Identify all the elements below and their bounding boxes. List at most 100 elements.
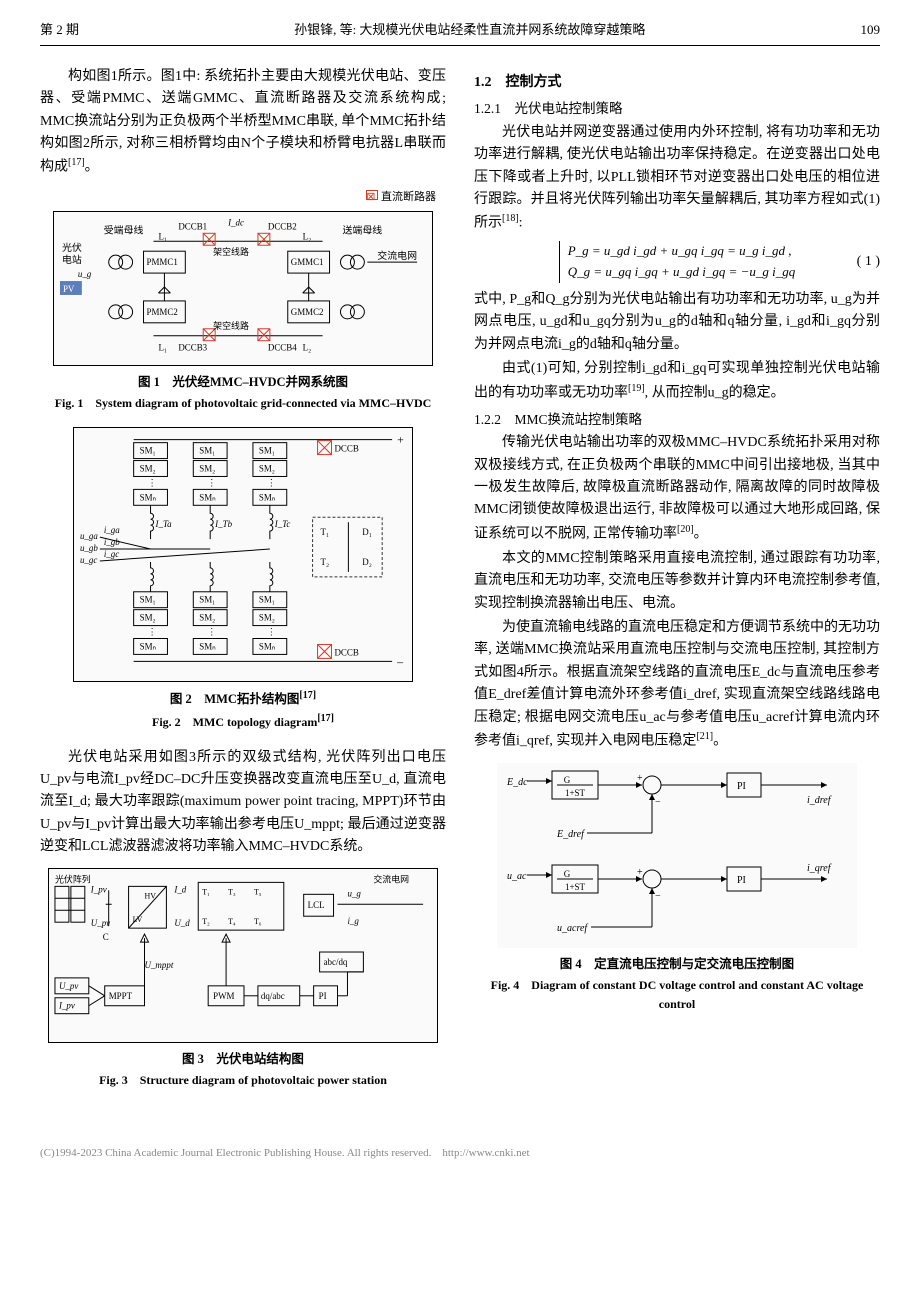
two-column-layout: 构如图1所示。图1中: 系统拓扑主要由大规模光伏电站、变压器、受端PMMC、送端… [40, 66, 880, 1105]
ref-18: [18] [502, 213, 519, 224]
svg-text:交流电网: 交流电网 [377, 249, 417, 262]
svg-text:PMMC2: PMMC2 [147, 307, 178, 317]
svg-text:L₂: L₂ [303, 343, 312, 353]
svg-text:i_dref: i_dref [807, 795, 832, 806]
running-title: 孙银锋, 等: 大规模光伏电站经柔性直流并网系统故障穿越策略 [294, 20, 645, 41]
equation-1: P_g = u_gd i_gd + u_gq i_gq = u_g i_gd ,… [474, 241, 880, 283]
svg-text:E_dc: E_dc [506, 777, 528, 788]
svg-text:PI: PI [319, 991, 327, 1001]
svg-text:−: − [655, 891, 661, 902]
svg-text:SMₙ: SMₙ [259, 493, 276, 503]
svg-text:I_Tb: I_Tb [214, 519, 232, 529]
fig2-diagram: SM₁ SM₂ SMₙ ⋮ SM₁ SM₂ SMₙ ⋮ SM₁ SM₂ SMₙ … [73, 427, 413, 682]
svg-text:SM₁: SM₁ [259, 446, 275, 456]
para-121-c: 由式(1)可知, 分别控制i_gd和i_gq可实现单独控制光伏电站输出的有功功率… [474, 358, 880, 404]
svg-text:u_g: u_g [347, 889, 361, 899]
fig2-caption-cn-text: 图 2 MMC拓扑结构图 [170, 692, 300, 706]
para-121-a: 光伏电站并网逆变器通过使用内外环控制, 将有功功率和无功功率进行解耦, 使光伏电… [474, 122, 880, 236]
fig2-caption-cn: 图 2 MMC拓扑结构图[17] [40, 688, 446, 709]
svg-text:光伏: 光伏 [62, 241, 82, 254]
svg-text:SM₂: SM₂ [199, 464, 215, 474]
sec-1-2-1: 1.2.1 光伏电站控制策略 [474, 98, 880, 120]
svg-text:T₃: T₃ [228, 888, 236, 897]
svg-text:架空线路: 架空线路 [213, 320, 249, 331]
svg-text:C: C [103, 933, 109, 943]
svg-text:PI: PI [737, 875, 746, 886]
fig4-caption-cn: 图 4 定直流电压控制与定交流电压控制图 [474, 954, 880, 974]
dccb-legend-icon: ⊠ [366, 190, 378, 200]
svg-text:dq/abc: dq/abc [261, 991, 285, 1001]
svg-text:D₂: D₂ [362, 557, 372, 567]
svg-text:L₂: L₂ [303, 231, 312, 241]
svg-text:i_g: i_g [347, 917, 359, 927]
svg-text:T₁: T₁ [321, 527, 330, 537]
svg-text:I_pv: I_pv [90, 885, 107, 895]
fig3-caption-cn: 图 3 光伏电站结构图 [40, 1049, 446, 1069]
bus-right-label: 送端母线 [342, 223, 382, 236]
svg-text:u_g: u_g [78, 269, 92, 279]
svg-text:PMMC1: PMMC1 [147, 257, 178, 267]
svg-text:T₄: T₄ [228, 918, 236, 927]
svg-text:LCL: LCL [308, 901, 325, 911]
ref-21: [21] [696, 731, 713, 742]
svg-text:MPPT: MPPT [109, 991, 133, 1001]
svg-text:L₁: L₁ [158, 231, 167, 241]
fig4-svg: E_dc G 1+ST + − E_dref PI i_dre [497, 763, 857, 948]
fig3-diagram: 光伏阵列 I_pv U_pv C HVLV I_d U_d T [48, 868, 438, 1043]
svg-text:L₁: L₁ [158, 343, 167, 353]
fig3-svg: 光伏阵列 I_pv U_pv C HVLV I_d U_d T [49, 868, 437, 1043]
bus-left-label: 受端母线 [104, 223, 144, 236]
svg-text:U_pv: U_pv [59, 981, 78, 991]
svg-text:G: G [564, 775, 571, 785]
fig2-caption-en-text: Fig. 2 MMC topology diagram [152, 715, 317, 729]
sec-1-2: 1.2 控制方式 [474, 72, 880, 94]
ref-17: [17] [68, 157, 85, 168]
svg-text:u_acref: u_acref [557, 923, 588, 934]
svg-text:SM₂: SM₂ [259, 613, 275, 623]
svg-text:I_d: I_d [173, 885, 186, 895]
figure-3: 光伏阵列 I_pv U_pv C HVLV I_d U_d T [40, 868, 446, 1090]
svg-text:i_gc: i_gc [104, 549, 119, 559]
svg-text:SMₙ: SMₙ [259, 642, 276, 652]
svg-text:⋮: ⋮ [267, 627, 276, 637]
svg-text:⋮: ⋮ [148, 478, 157, 488]
fig2-caption-en: Fig. 2 MMC topology diagram[17] [40, 711, 446, 732]
svg-text:T₂: T₂ [202, 918, 210, 927]
svg-text:PWM: PWM [213, 991, 234, 1001]
svg-text:i_ga: i_ga [104, 525, 120, 535]
svg-text:SM₁: SM₁ [199, 446, 215, 456]
svg-text:−: − [655, 797, 661, 808]
svg-text:T₅: T₅ [254, 888, 262, 897]
para-after-fig2: 光伏电站采用如图3所示的双级式结构, 光伏阵列出口电压U_pv与电流I_pv经D… [40, 747, 446, 859]
para-121-b: 式中, P_g和Q_g分别为光伏电站输出有功功率和无功功率, u_g为并网点电压… [474, 289, 880, 356]
svg-text:SM₁: SM₁ [140, 595, 156, 605]
eq1-number: ( 1 ) [857, 251, 880, 273]
svg-text:⋮: ⋮ [207, 478, 216, 488]
eq1-line2: Q_g = u_gq i_gq + u_gd i_gq = −u_g i_gq [568, 262, 796, 283]
svg-text:G: G [564, 869, 571, 879]
svg-text:⋮: ⋮ [148, 627, 157, 637]
page-header: 第 2 期 孙银锋, 等: 大规模光伏电站经柔性直流并网系统故障穿越策略 109 [40, 20, 880, 46]
svg-text:DCCB3: DCCB3 [178, 343, 207, 353]
fig1-diagram: 受端母线 送端母线 DCCB1 DCCB2 I_dc L₁ L₂ 架空线路 光伏… [53, 211, 433, 366]
svg-text:SM₂: SM₂ [259, 464, 275, 474]
para-122-b: 本文的MMC控制策略采用直接电流控制, 通过跟踪有功功率, 直流电压和无功功率,… [474, 548, 880, 615]
svg-text:SMₙ: SMₙ [199, 493, 216, 503]
svg-text:I_dc: I_dc [227, 217, 244, 227]
para-122-c: 为使直流输电线路的直流电压稳定和方便调节系统中的无功功率, 送端MMC换流站采用… [474, 617, 880, 753]
svg-text:U_mppt: U_mppt [145, 960, 174, 970]
para-121-a-text: 光伏电站并网逆变器通过使用内外环控制, 将有功功率和无功功率进行解耦, 使光伏电… [474, 125, 880, 231]
svg-text:PV: PV [63, 284, 75, 294]
svg-text:⋮: ⋮ [267, 478, 276, 488]
svg-text:I_pv: I_pv [58, 1001, 75, 1011]
right-column: 1.2 控制方式 1.2.1 光伏电站控制策略 光伏电站并网逆变器通过使用内外环… [474, 66, 880, 1105]
figure-4: E_dc G 1+ST + − E_dref PI i_dre [474, 763, 880, 1014]
svg-text:+: + [637, 867, 643, 878]
svg-text:PI: PI [737, 781, 746, 792]
svg-text:–: – [396, 655, 404, 669]
fig1-caption-cn: 图 1 光伏经MMC–HVDC并网系统图 [40, 372, 446, 392]
fig1-svg: 受端母线 送端母线 DCCB1 DCCB2 I_dc L₁ L₂ 架空线路 光伏… [54, 211, 432, 366]
svg-text:u_ac: u_ac [507, 871, 527, 882]
page-footer: (C)1994-2023 China Academic Journal Elec… [40, 1145, 880, 1163]
svg-text:T₁: T₁ [202, 888, 210, 897]
